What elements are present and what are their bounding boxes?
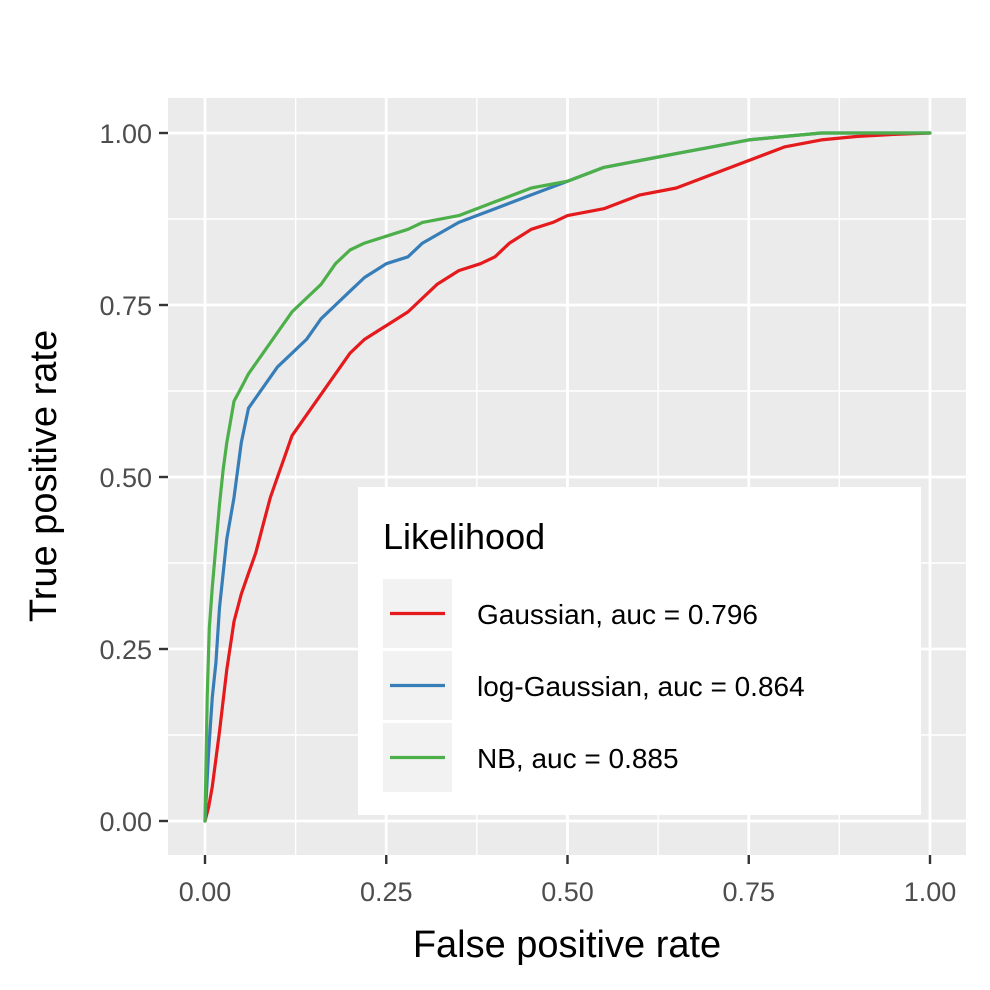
y-axis-title: True positive rate	[23, 330, 65, 622]
x-axis: 0.00 0.25 0.50 0.75 1.00	[179, 855, 957, 907]
x-tick-label: 0.50	[541, 877, 594, 907]
x-tick-label: 1.00	[904, 877, 957, 907]
legend-items: Gaussian, auc = 0.796 log-Gaussian, auc =…	[383, 579, 805, 792]
legend-title: Likelihood	[383, 516, 545, 557]
x-tick-label: 0.00	[179, 877, 232, 907]
y-axis: 0.00 0.25 0.50 0.75 1.00	[99, 119, 168, 837]
legend: Likelihood Gaussian, auc = 0.796 log-Gaus…	[358, 487, 921, 815]
series-layer	[203, 131, 932, 823]
roc-curve	[203, 131, 932, 823]
y-tick-label: 0.75	[99, 291, 152, 321]
y-tick-label: 0.50	[99, 463, 152, 493]
x-tick-label: 0.75	[722, 877, 775, 907]
x-tick-label: 0.25	[360, 877, 413, 907]
roc-curve	[203, 131, 932, 823]
legend-label: log-Gaussian, auc = 0.864	[477, 671, 805, 702]
y-tick-label: 1.00	[99, 119, 152, 149]
y-tick-label: 0.00	[99, 807, 152, 837]
legend-label: Gaussian, auc = 0.796	[477, 599, 758, 630]
x-axis-title: False positive rate	[413, 924, 721, 966]
legend-label: NB, auc = 0.885	[477, 743, 679, 774]
y-tick-label: 0.25	[99, 635, 152, 665]
